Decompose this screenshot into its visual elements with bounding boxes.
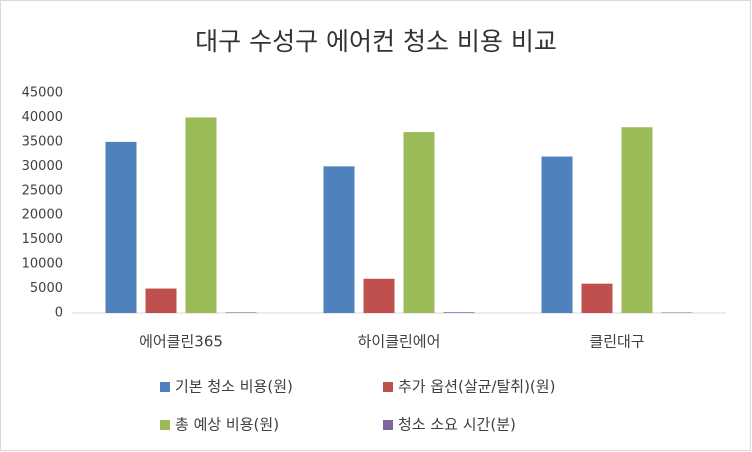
bar	[443, 312, 475, 313]
y-tick-label: 30000	[22, 159, 63, 174]
bar	[185, 117, 217, 313]
bar	[105, 141, 137, 313]
y-tick-label: 40000	[22, 110, 63, 125]
bar	[541, 156, 573, 313]
bar	[323, 166, 355, 313]
bar	[363, 278, 395, 313]
bar	[403, 132, 435, 313]
x-tick-label: 하이클린에어	[358, 333, 441, 351]
chart-title: 대구 수성구 에어컨 청소 비용 비교	[195, 27, 557, 56]
y-tick-label: 25000	[22, 183, 63, 198]
y-tick-label: 15000	[22, 232, 63, 247]
legend-label: 추가 옵션(살균/탈취)(원)	[398, 378, 555, 396]
y-tick-label: 45000	[22, 86, 63, 101]
x-tick-label: 에어클린365	[139, 333, 223, 351]
y-tick-label: 5000	[30, 281, 63, 296]
y-tick-label: 20000	[22, 208, 63, 223]
legend-swatch	[160, 420, 170, 430]
x-tick-label: 클린대구	[589, 333, 644, 351]
bar	[145, 288, 177, 313]
y-tick-label: 10000	[22, 257, 63, 272]
legend-label: 청소 소요 시간(분)	[398, 416, 516, 434]
y-tick-label: 35000	[22, 134, 63, 149]
bar	[225, 312, 257, 313]
y-tick-label: 0	[55, 306, 63, 321]
legend-swatch	[383, 382, 393, 392]
legend-label: 총 예상 비용(원)	[175, 416, 279, 434]
bar	[581, 283, 613, 313]
legend-swatch	[383, 420, 393, 430]
bar	[621, 127, 653, 313]
legend-swatch	[160, 382, 170, 392]
legend-label: 기본 청소 비용(원)	[175, 378, 293, 396]
